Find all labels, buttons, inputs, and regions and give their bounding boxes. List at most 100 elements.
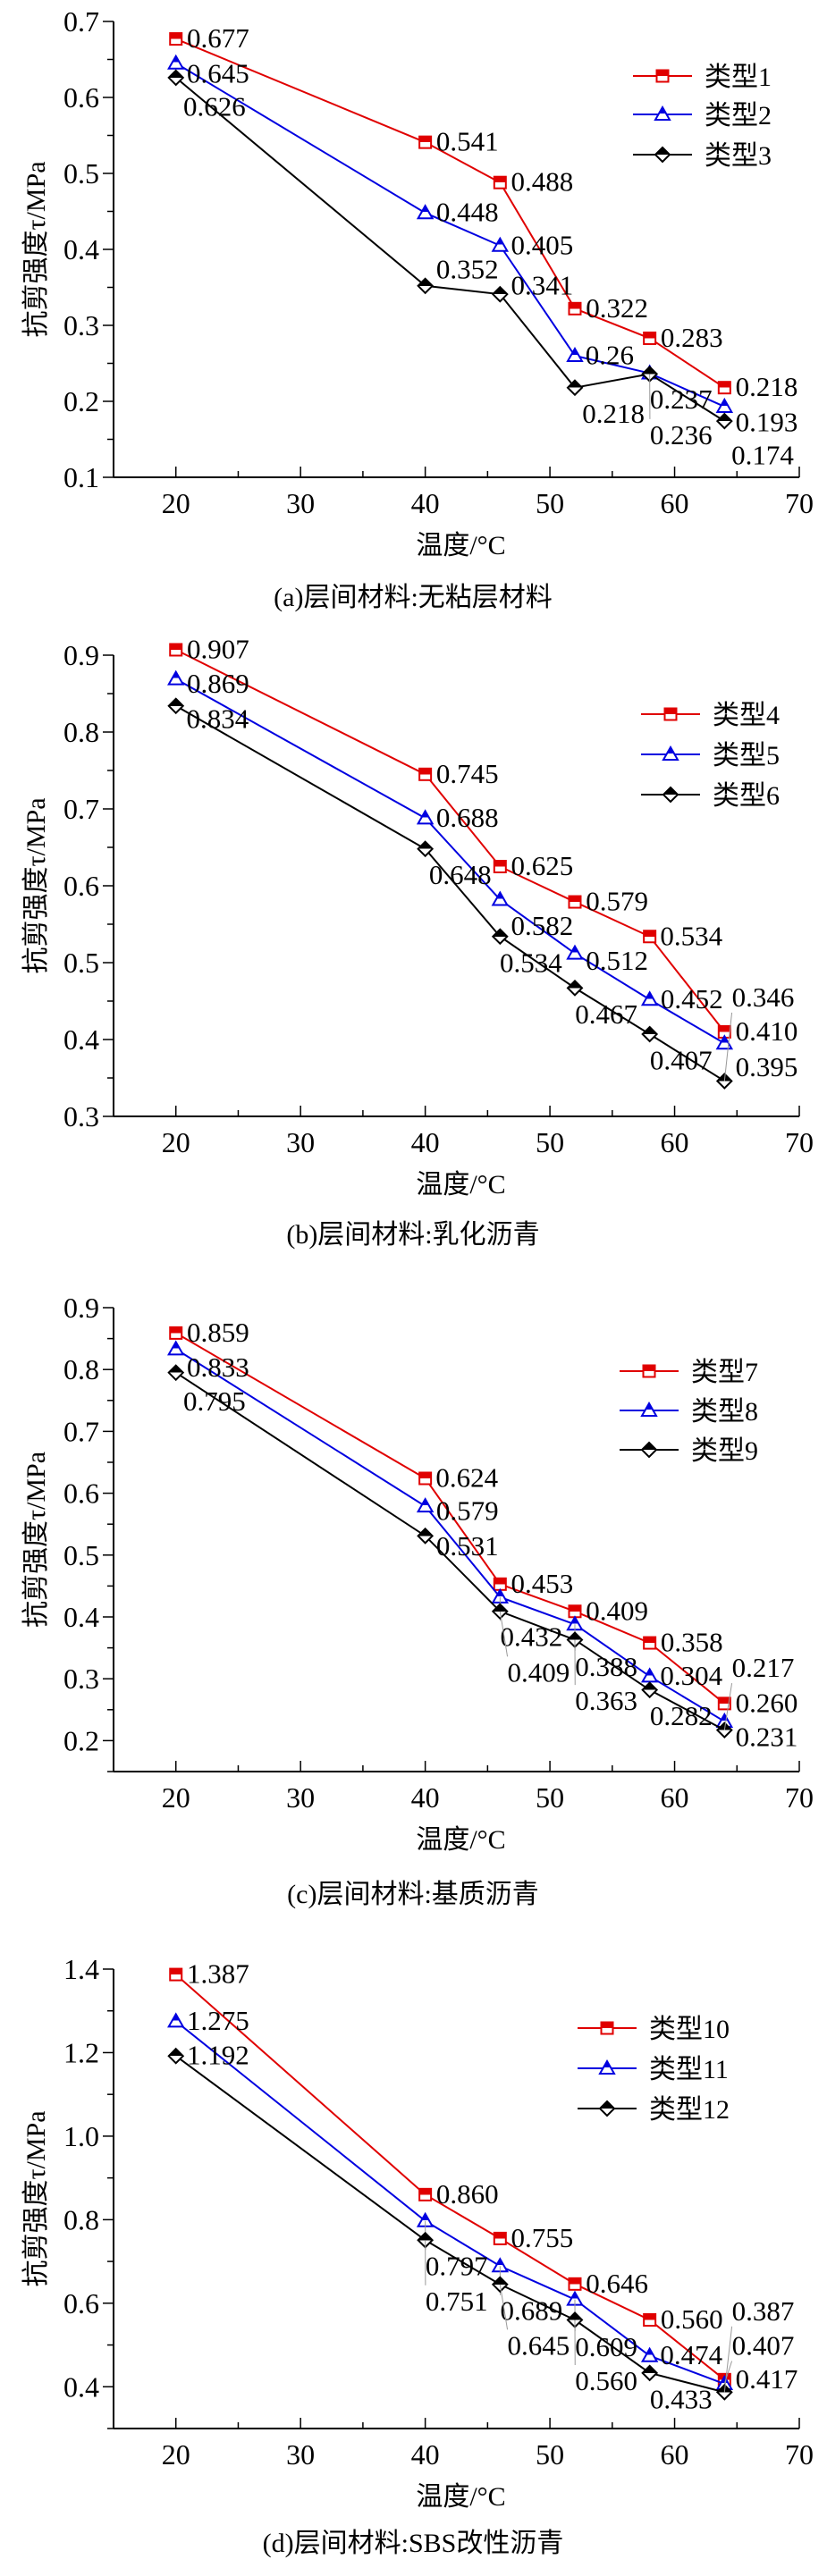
series-类型10: 1.387 0.860 0.755 0.646 0.560 0.417 [169, 1958, 797, 2395]
series-line [175, 77, 725, 422]
data-label: 0.432 [501, 1621, 563, 1652]
data-label: 0.560 [661, 2303, 723, 2335]
data-label: 0.358 [661, 1627, 723, 1658]
data-label: 0.560 [575, 2365, 637, 2396]
data-point [416, 809, 435, 825]
legend-marker [654, 105, 671, 121]
data-label: 0.645 [508, 2329, 570, 2361]
x-tick-label: 20 [162, 487, 190, 519]
y-tick-label: 0.4 [63, 1601, 99, 1633]
y-tick-label: 0.2 [63, 385, 99, 417]
x-axis-title: 温度/°C [416, 1170, 505, 1200]
legend-label: 类型9 [691, 1436, 758, 1466]
legend-marker [640, 1441, 658, 1459]
x-tick-label: 70 [785, 2438, 814, 2471]
data-label-leader [499, 2284, 509, 2330]
y-tick-label: 0.8 [63, 716, 99, 748]
data-label: 0.582 [511, 910, 574, 941]
data-label: 0.174 [731, 440, 794, 471]
data-label: 0.346 [732, 981, 795, 1013]
data-point [418, 767, 433, 781]
x-tick-label: 40 [411, 487, 440, 519]
legend-marker [662, 786, 679, 804]
data-point [493, 860, 507, 873]
data-label: 0.260 [736, 1687, 798, 1718]
data-label: 0.512 [586, 945, 648, 976]
legend-label: 类型12 [649, 2095, 730, 2125]
x-tick-label: 20 [162, 2438, 190, 2471]
data-label: 0.907 [187, 633, 249, 664]
y-tick-label: 0.6 [63, 2287, 99, 2319]
data-point [169, 1326, 183, 1340]
data-label: 0.407 [650, 1044, 713, 1075]
series-类型5: 0.869 0.688 0.582 0.512 0.452 0.395 [167, 668, 798, 1082]
series-line [175, 649, 726, 1033]
data-point [643, 930, 657, 944]
series-line [175, 1974, 725, 2381]
x-tick-label: 60 [661, 1126, 689, 1158]
chart-d: 20 30 40 50 60 70 0.4 0.6 0.8 1.0 1.2 1.4 温度/°C 抗剪强度τ… [21, 1953, 814, 2558]
data-label: 0.282 [650, 1700, 713, 1731]
data-point [641, 1025, 659, 1043]
data-point [715, 397, 734, 413]
y-tick-label: 0.7 [63, 5, 99, 38]
y-tick-label: 0.6 [63, 870, 99, 902]
data-label: 0.237 [650, 383, 713, 415]
data-label: 0.579 [436, 1495, 499, 1527]
legend-label: 类型1 [705, 63, 772, 92]
y-tick-label: 1.4 [63, 1953, 99, 1985]
series-类型8: 0.833 0.579 0.432 0.388 0.304 0.231 [167, 1340, 798, 1752]
y-tick-label: 0.4 [63, 2370, 99, 2403]
data-point [566, 379, 584, 397]
data-point [418, 1471, 433, 1486]
y-tick-label: 1.2 [63, 2036, 99, 2068]
y-tick-label: 0.3 [63, 1663, 99, 1695]
y-tick-label: 0.5 [63, 947, 99, 979]
legend-marker [600, 2021, 614, 2035]
legend-label: 类型7 [691, 1358, 758, 1387]
data-label: 0.231 [736, 1721, 798, 1752]
data-point [167, 2047, 185, 2065]
legend-marker [655, 69, 670, 83]
data-point [643, 2313, 657, 2328]
data-label: 0.646 [586, 2268, 648, 2299]
y-tick-label: 0.3 [63, 309, 99, 341]
data-label: 1.275 [187, 2005, 249, 2036]
data-label: 0.626 [183, 90, 246, 122]
y-tick-label: 0.7 [63, 1415, 99, 1447]
data-point [491, 890, 510, 906]
data-label: 0.531 [436, 1530, 499, 1562]
y-tick-label: 0.2 [63, 1724, 99, 1756]
legend-marker [640, 1401, 658, 1417]
y-tick-label: 0.5 [63, 157, 99, 189]
data-label: 0.409 [508, 1656, 570, 1688]
data-point [493, 175, 507, 189]
series-line [175, 1332, 725, 1705]
data-label: 0.869 [187, 668, 249, 699]
data-label: 0.405 [511, 229, 574, 260]
data-label: 0.26 [586, 340, 634, 371]
x-tick-label: 70 [785, 1781, 814, 1814]
legend-marker [662, 745, 679, 761]
data-label-leader [723, 2326, 733, 2393]
data-label: 0.304 [660, 1660, 722, 1691]
legend-label: 类型6 [713, 781, 780, 811]
data-point [167, 1364, 185, 1382]
chart-a: 20 30 40 50 60 70 0.1 0.2 0.3 0.4 0.5 0.6 0.7 温度/°C 抗剪… [21, 5, 814, 612]
x-tick-label: 60 [661, 1781, 689, 1814]
x-tick-label: 70 [785, 1126, 814, 1158]
series-line [175, 1371, 725, 1731]
x-tick-label: 30 [286, 2438, 315, 2471]
data-label: 0.395 [736, 1051, 798, 1082]
data-label: 0.625 [511, 850, 574, 881]
data-point [568, 2277, 582, 2291]
x-tick-label: 50 [536, 1781, 564, 1814]
x-axis-title: 温度/°C [416, 531, 505, 560]
data-point [417, 1527, 435, 1545]
y-axis-title: 抗剪强度τ/MPa [21, 1452, 51, 1628]
legend-label: 类型2 [705, 101, 772, 130]
data-label: 0.541 [436, 126, 499, 157]
chart-b: 20 30 40 50 60 70 0.3 0.4 0.5 0.6 0.7 0.8 0.9 温度/°C 抗剪… [21, 633, 814, 1250]
